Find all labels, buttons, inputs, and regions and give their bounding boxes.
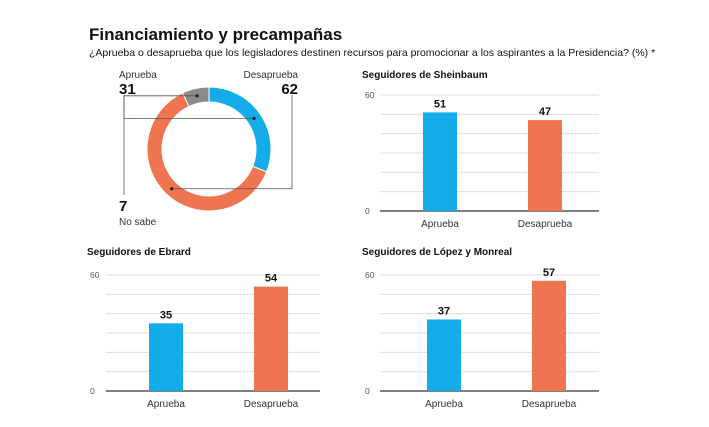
bar-desaprueba — [532, 280, 566, 391]
bar-aprueba — [149, 323, 183, 391]
bar-aprueba — [423, 112, 457, 211]
leader-dot-aprueba — [252, 116, 256, 120]
chart-title: Seguidores de López y Monreal — [362, 247, 512, 258]
x-tick-label-desaprueba: Desaprueba — [522, 399, 577, 410]
donut-label-no-sabe: No sabe — [119, 217, 157, 228]
leader-dot-desaprueba — [170, 187, 174, 191]
chart-title: Seguidores de Sheinbaum — [362, 70, 488, 81]
leader-line-no-sabe — [123, 95, 198, 195]
data-label-aprueba: 35 — [160, 309, 172, 321]
y-tick-label: 60 — [365, 270, 375, 280]
data-label-aprueba: 51 — [434, 98, 446, 110]
leader-dot-no-sabe — [195, 94, 199, 98]
data-label-aprueba: 37 — [438, 305, 450, 317]
y-tick-label: 0 — [365, 206, 370, 216]
data-label-desaprueba: 47 — [539, 106, 551, 118]
bar-chart-2: Seguidores de Ebrard 60 0 35 Aprueba 54 Desapr… — [87, 247, 320, 410]
page-subtitle: ¿Aprueba o desaprueba que los legislador… — [89, 47, 656, 59]
x-tick-label-desaprueba: Desaprueba — [244, 399, 299, 410]
y-tick-label: 60 — [365, 90, 375, 100]
data-label-desaprueba: 57 — [543, 267, 555, 279]
donut-slice-no-sabe — [181, 86, 210, 108]
bar-desaprueba — [254, 286, 288, 391]
donut-value-aprueba: 31 — [119, 81, 136, 98]
donut-value-no-sabe: 7 — [119, 198, 127, 215]
donut-label-desaprueba: Desaprueba — [244, 70, 299, 81]
chart-title: Seguidores de Ebrard — [87, 247, 191, 258]
bar-desaprueba — [528, 120, 562, 211]
page-title: Financiamiento y precampañas — [89, 25, 343, 44]
x-tick-label-desaprueba: Desaprueba — [518, 219, 573, 230]
donut-slice-aprueba — [208, 86, 272, 173]
x-tick-label-aprueba: Aprueba — [147, 399, 185, 410]
leader-line-desaprueba — [171, 95, 293, 190]
x-tick-label-aprueba: Aprueba — [421, 219, 459, 230]
donut-value-desaprueba: 62 — [281, 81, 298, 98]
y-tick-label: 0 — [365, 386, 370, 396]
y-tick-label: 0 — [90, 386, 95, 396]
bar-chart-1: Seguidores de Sheinbaum 60 0 51 Aprueba 47 Des… — [362, 70, 599, 230]
bar-aprueba — [427, 319, 461, 391]
bar-chart-3: Seguidores de López y Monreal 60 0 37 Aprueb… — [362, 247, 599, 410]
y-tick-label: 60 — [90, 270, 100, 280]
data-label-desaprueba: 54 — [265, 273, 278, 285]
donut-label-aprueba: Aprueba — [119, 70, 157, 81]
x-tick-label-aprueba: Aprueba — [425, 399, 463, 410]
